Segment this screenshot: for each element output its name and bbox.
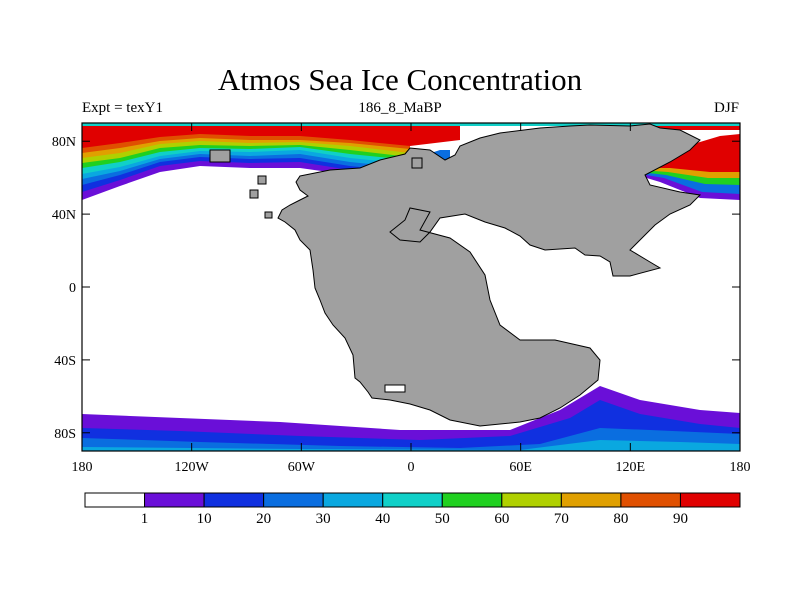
land-island-3: [264, 211, 273, 219]
land-island-2: [249, 189, 259, 199]
colorbar-label: 50: [435, 511, 450, 527]
colorbar-label: 80: [613, 511, 628, 527]
colorbar-box: [144, 492, 205, 508]
colorbar-box: [620, 492, 681, 508]
colorbar-label: 90: [673, 511, 688, 527]
land-masses: [209, 123, 702, 427]
colorbar-label: 70: [554, 511, 569, 527]
y-tick-label: 40S: [54, 354, 76, 369]
y-tick-label: 80N: [52, 135, 76, 150]
colorbar-box: [679, 492, 741, 508]
season-label: DJF: [713, 100, 739, 116]
y-tick-label: 40N: [52, 208, 76, 223]
colorbar-box: [382, 492, 443, 508]
colorbar-label: 1: [141, 511, 149, 527]
land-north-island: [411, 157, 423, 169]
map-title: Atmos Sea Ice Concentration: [217, 62, 583, 97]
y-tick-label: 80S: [54, 427, 76, 442]
land-island-1: [257, 175, 267, 185]
land-north-west: [209, 149, 231, 163]
colorbar: 1 10 20 30 40 50 60 70 80 90: [84, 492, 741, 527]
arctic-ice-west: [82, 123, 460, 200]
y-tick-label: 0: [69, 281, 76, 296]
experiment-label: Expt = texY1: [82, 100, 163, 116]
colorbar-label: 30: [316, 511, 331, 527]
colorbar-box: [322, 492, 384, 508]
colorbar-box: [84, 492, 146, 508]
x-tick-label: 60W: [288, 460, 316, 475]
antarctic-ice: [82, 386, 740, 451]
x-tick-label: 120E: [616, 460, 646, 475]
period-label: 186_8_MaBP: [358, 100, 442, 116]
colorbar-box: [560, 492, 622, 508]
colorbar-box: [263, 492, 324, 508]
colorbar-box: [441, 492, 503, 508]
colorbar-label: 40: [375, 511, 390, 527]
x-tick-label: 60E: [509, 460, 532, 475]
land-main: [277, 123, 702, 427]
x-tick-label: 180: [730, 460, 751, 475]
land-south-cutout: [384, 384, 406, 393]
x-tick-label: 0: [408, 460, 415, 475]
colorbar-label: 10: [197, 511, 212, 527]
colorbar-label: 60: [494, 511, 509, 527]
colorbar-label: 20: [256, 511, 271, 527]
x-tick-label: 120W: [175, 460, 210, 475]
colorbar-box: [203, 492, 265, 508]
x-tick-label: 180: [72, 460, 93, 475]
colorbar-box: [501, 492, 562, 508]
axis-ticks: 180 120W 60W 0 60E 120E 180 80N 40N 0 40S 80S: [52, 123, 751, 475]
